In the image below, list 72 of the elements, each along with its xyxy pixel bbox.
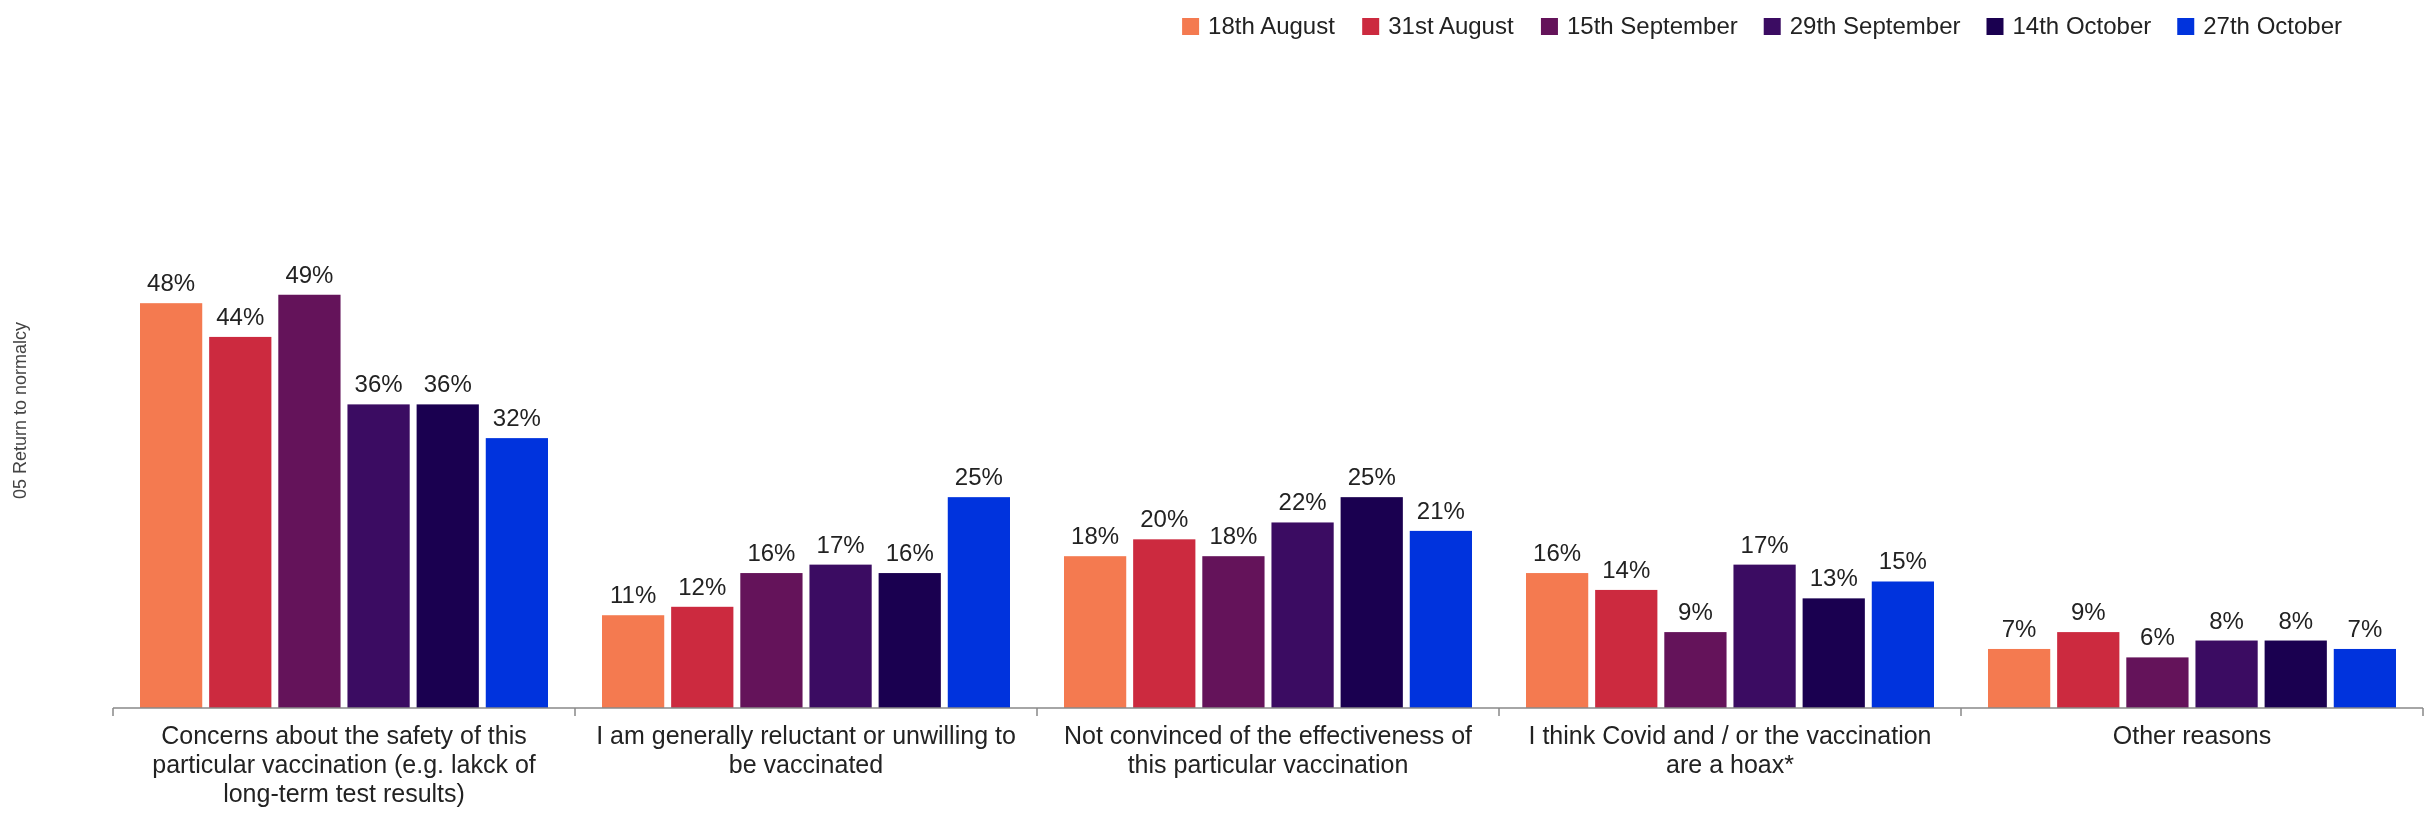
bar: [485, 438, 548, 708]
data-label: 7%: [2001, 614, 2037, 642]
bar: [416, 404, 479, 708]
legend-label: 27th October: [2203, 12, 2343, 39]
data-label: 21%: [1416, 496, 1465, 524]
data-label: 44%: [216, 302, 265, 330]
data-label: 18%: [1071, 522, 1120, 550]
bar: [1409, 530, 1472, 708]
data-label: 9%: [2070, 598, 2106, 626]
x-tick-label: I think Covid and / or the vaccination are a hoax*: [1528, 721, 1932, 778]
legend-label: 31st August: [1388, 12, 1514, 39]
bar: [671, 606, 734, 708]
data-label: 36%: [354, 370, 403, 398]
data-label: 32%: [492, 404, 541, 432]
data-label: 15%: [1878, 547, 1927, 575]
bar: [347, 404, 410, 708]
data-label: 17%: [816, 530, 865, 558]
data-label: 25%: [1347, 463, 1396, 491]
bar: [1664, 632, 1727, 708]
data-label: 22%: [1278, 488, 1327, 516]
bar: [278, 294, 341, 708]
bar: [1871, 581, 1934, 708]
y-axis-title: 05 Return to normalcy: [10, 321, 30, 500]
bar: [1802, 598, 1865, 708]
bar: [809, 564, 872, 708]
bar: [2264, 640, 2327, 708]
legend-label: 29th September: [1789, 12, 1961, 39]
data-label: 49%: [285, 260, 334, 288]
legend-label: 15th September: [1566, 12, 1738, 39]
bar: [602, 615, 665, 708]
bar: [2195, 640, 2258, 708]
data-label: 25%: [954, 463, 1003, 491]
data-label: 14%: [1602, 555, 1651, 583]
legend-label: 14th October: [2012, 12, 2152, 39]
x-tick-label: Other reasons: [2112, 721, 2272, 749]
data-label: 36%: [423, 370, 472, 398]
bar: [1340, 497, 1403, 708]
data-label: 8%: [2209, 606, 2244, 634]
bar: [1133, 539, 1196, 708]
bar: [878, 573, 941, 708]
bar: [1595, 589, 1658, 708]
data-label: 16%: [885, 539, 934, 567]
bar: [2333, 648, 2396, 708]
data-label: 17%: [1740, 530, 1789, 558]
data-label: 13%: [1809, 564, 1858, 592]
legend-label: 18th August: [1208, 12, 1336, 39]
bar: [1526, 573, 1589, 708]
data-label: 6%: [2140, 623, 2175, 651]
bar: [209, 336, 272, 708]
bar: [2057, 632, 2120, 708]
x-tick-label: Not convinced of the effectiveness of this particular vaccination: [1063, 721, 1473, 778]
data-label: 7%: [2347, 614, 2383, 642]
bar: [1733, 564, 1796, 708]
data-label: 48%: [147, 269, 196, 297]
data-label: 9%: [1678, 598, 1713, 626]
bar: [1988, 648, 2051, 708]
x-tick-label: I am generally reluctant or unwilling to be vaccinated: [596, 721, 1016, 778]
bar: [1064, 556, 1127, 708]
data-label: 11%: [609, 581, 657, 609]
data-label: 20%: [1140, 505, 1189, 533]
data-label: 8%: [2278, 606, 2314, 634]
data-label: 12%: [678, 572, 727, 600]
bar: [947, 497, 1010, 708]
bar: [1271, 522, 1334, 708]
bar: [2126, 657, 2189, 708]
bar: [140, 303, 203, 708]
data-label: 16%: [747, 539, 796, 567]
bar: [740, 573, 803, 708]
x-tick-label: Concerns about the safety of this particular vaccination (e.g. lakck of long-term test results): [152, 721, 536, 807]
data-label: 18%: [1209, 522, 1258, 550]
bar: [1202, 556, 1265, 708]
data-label: 16%: [1533, 539, 1582, 567]
